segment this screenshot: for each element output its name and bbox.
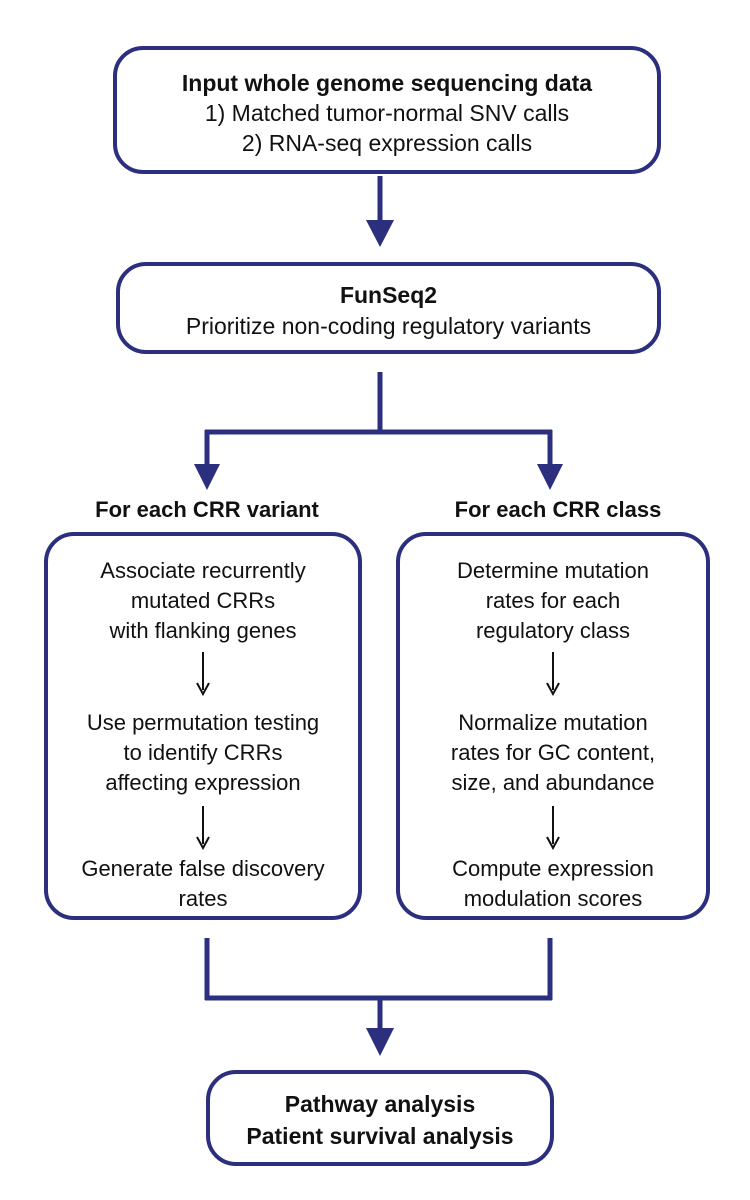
right-step-arrow-1	[546, 652, 560, 696]
arrowhead-input-to-funseq	[366, 220, 394, 247]
input-line-1: 1) Matched tumor-normal SNV calls	[204, 100, 570, 126]
arrowhead-right	[537, 464, 563, 490]
final-analysis-box: Pathway analysis Patient survival analys…	[206, 1070, 554, 1166]
left-step-2: Use permutation testing to identify CRRs…	[86, 710, 320, 795]
left-column-heading: For each CRR variant	[95, 497, 319, 522]
left-step-3: Generate false discovery rates	[81, 856, 325, 911]
funseq-title: FunSeq2	[339, 282, 438, 308]
crr-class-box: Determine mutation rates for each regula…	[396, 532, 710, 920]
left-step-1: Associate recurrently mutated CRRs with …	[100, 558, 306, 643]
crr-variant-box: Associate recurrently mutated CRRs with …	[44, 532, 362, 920]
funseq-subtitle: Prioritize non-coding regulatory variant…	[185, 313, 592, 339]
input-data-box: Input whole genome sequencing data 1) Ma…	[113, 46, 661, 174]
left-step-arrow-2	[196, 806, 210, 850]
right-column-heading: For each CRR class	[454, 497, 662, 522]
right-step-arrow-2	[546, 806, 560, 850]
final-line-2: Patient survival analysis	[246, 1123, 514, 1149]
final-line-1: Pathway analysis	[284, 1091, 476, 1117]
funseq-box: FunSeq2 Prioritize non-coding regulatory…	[116, 262, 661, 354]
right-step-1: Determine mutation rates for each regula…	[457, 558, 649, 643]
arrowhead-final	[366, 1028, 394, 1056]
input-line-2: 2) RNA-seq expression calls	[241, 130, 533, 156]
right-step-2: Normalize mutation rates for GC content,…	[450, 710, 656, 795]
arrowhead-left	[194, 464, 220, 490]
left-step-arrow-1	[196, 652, 210, 696]
right-step-3: Compute expression modulation scores	[452, 856, 654, 911]
input-title: Input whole genome sequencing data	[181, 70, 593, 96]
